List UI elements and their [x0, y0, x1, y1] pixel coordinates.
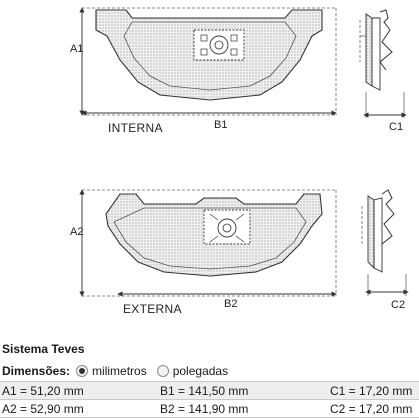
- dim-a1-label: A1: [70, 43, 83, 55]
- table-row: A2 = 52,90 mm B2 = 141,90 mm C2 = 17,20 …: [0, 399, 419, 418]
- unit-option-millimeters[interactable]: milimetros: [76, 364, 147, 378]
- inner-pad-side-view: C1: [359, 9, 407, 133]
- dim-b1-label: B1: [214, 119, 227, 131]
- unit-option-label: polegadas: [172, 364, 229, 378]
- dim-c2-label: C2: [391, 299, 405, 311]
- table-cell: A2 = 52,90 mm: [0, 399, 158, 418]
- brake-pad-drawing: A1 B1 INTERNA C1: [70, 7, 409, 316]
- inner-pad-view: A1 B1 INTERNA: [70, 7, 337, 135]
- table-cell: A1 = 51,20 mm: [0, 381, 158, 400]
- system-title: Sistema Teves: [2, 342, 85, 356]
- radio-selected-icon[interactable]: [76, 365, 89, 377]
- table-row: A1 = 51,20 mm B1 = 141,50 mm C1 = 17,20 …: [0, 381, 419, 400]
- units-label: Dimensões:: [2, 364, 71, 378]
- unit-option-label: milimetros: [92, 364, 147, 378]
- dim-a2-label: A2: [70, 226, 83, 238]
- inner-label: INTERNA: [108, 121, 163, 135]
- outer-pad-view: A2 B2 EXTERNA: [70, 189, 337, 316]
- dimensions-table: A1 = 51,20 mm B1 = 141,50 mm C1 = 17,20 …: [0, 381, 419, 418]
- table-cell: B2 = 141,90 mm: [158, 399, 328, 418]
- outer-label: EXTERNA: [123, 302, 182, 316]
- unit-option-inches[interactable]: polegadas: [156, 364, 229, 378]
- outer-pad-side-view: C2: [361, 189, 409, 311]
- table-cell: C2 = 17,20 mm: [328, 399, 419, 418]
- table-cell: C1 = 17,20 mm: [328, 381, 419, 400]
- units-selector: Dimensões: milimetros polegadas: [2, 362, 238, 380]
- dim-b2-label: B2: [224, 298, 237, 310]
- table-cell: B1 = 141,50 mm: [158, 381, 328, 400]
- dim-c1-label: C1: [389, 121, 403, 133]
- radio-unselected-icon[interactable]: [156, 365, 169, 377]
